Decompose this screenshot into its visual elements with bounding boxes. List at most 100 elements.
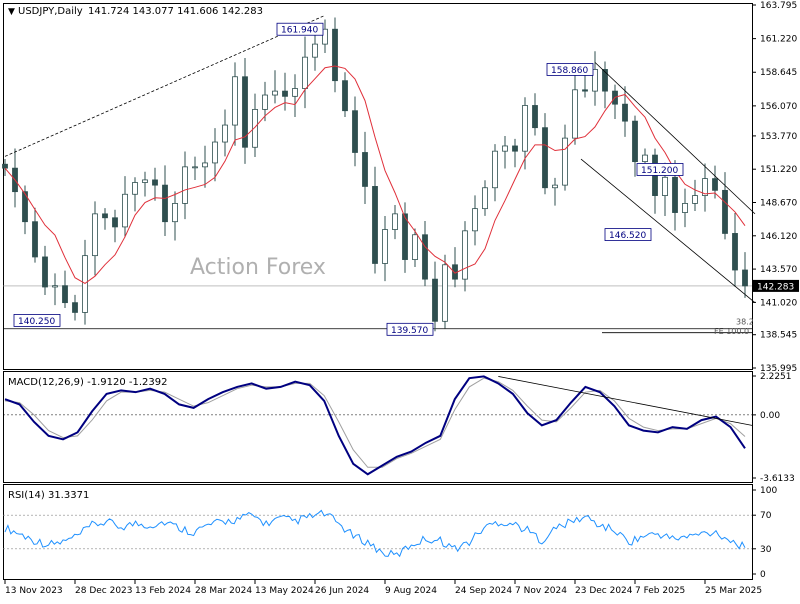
candle-body [212, 141, 218, 164]
candle-body [402, 213, 408, 260]
time-axis-label: 24 Sep 2024 [455, 586, 512, 596]
macd-axis-label: 0.00 [760, 411, 780, 421]
candle-body [202, 162, 208, 168]
candle-body [182, 166, 188, 204]
candle-body [302, 56, 308, 89]
candle-body [52, 285, 58, 288]
candle-body [522, 105, 528, 152]
candle-body [262, 94, 268, 110]
candle-body [392, 213, 398, 230]
price-annotation-label: 146.520 [609, 231, 646, 241]
chart-header-symbol: USDJPY,Daily [18, 6, 83, 17]
price-annotation-label: 140.250 [18, 317, 55, 327]
rsi-line [4, 509, 746, 558]
macd-trendline [498, 376, 753, 426]
candle-body [342, 80, 348, 112]
candle-body [222, 124, 228, 143]
price-axis-label: 135.995 [760, 364, 797, 374]
candle-body [352, 110, 358, 153]
candle-body [592, 69, 598, 92]
fib-label: 38.2 [736, 318, 754, 327]
candle-body [542, 127, 548, 189]
candle-body [322, 28, 328, 45]
rsi-axis-label: 100 [760, 486, 777, 496]
last-price-label: 142.283 [757, 282, 794, 292]
macd-axis-label: 2.2251 [760, 372, 792, 382]
symbol-icon: ▼ [8, 7, 15, 17]
candle-body [22, 191, 28, 223]
channel-lower-line [580, 158, 756, 303]
candle-body [312, 43, 318, 58]
price-annotation-label: 161.940 [281, 26, 318, 36]
candle-body [42, 256, 48, 288]
channel-upper-line [594, 62, 756, 215]
candle-body [482, 187, 488, 210]
price-annotation-box [636, 163, 684, 176]
candle-body [472, 208, 478, 232]
price-axis-label: 153.770 [760, 132, 797, 142]
price-axis-label: 138.545 [760, 331, 797, 341]
candle-body [162, 184, 168, 223]
price-annotation-box [546, 63, 594, 76]
candle-body [582, 89, 588, 92]
candle-body [552, 184, 558, 189]
candle-body [112, 217, 118, 228]
price-axis-label: 156.070 [760, 102, 797, 112]
candle-body [72, 302, 78, 313]
candle-body [662, 176, 668, 196]
candle-body [562, 137, 568, 186]
candle-body [82, 255, 88, 313]
last-price-box [753, 279, 799, 292]
time-axis-label: 7 Nov 2024 [515, 586, 567, 596]
candle-body [232, 76, 238, 126]
candle-body [282, 90, 288, 97]
candle-body [492, 150, 498, 189]
candle-body [732, 233, 738, 271]
price-axis-label: 143.570 [760, 265, 797, 275]
chart-header-ohlc: 141.724 143.077 141.606 142.283 [88, 6, 263, 17]
candle-body [532, 105, 538, 129]
candle-body [102, 213, 108, 219]
candle-body [252, 108, 258, 148]
price-annotation-box [13, 314, 61, 327]
candle-body [332, 28, 338, 82]
candle-body [242, 76, 248, 148]
time-axis-label: 13 May 2024 [255, 586, 314, 596]
price-annotation-label: 139.570 [391, 326, 428, 336]
rsi-layer [3, 509, 752, 558]
candle-body [622, 103, 628, 122]
candle-body [152, 179, 158, 186]
time-axis-label: 23 Dec 2024 [575, 586, 633, 596]
candle-body [462, 230, 468, 280]
rsi-axis-label: 70 [760, 511, 772, 521]
candle-body [192, 166, 198, 169]
price-annotation-label: 151.200 [641, 166, 678, 176]
time-axis-label: 26 Jun 2024 [315, 586, 369, 596]
price-annotation-box [276, 22, 324, 36]
candle-body [632, 120, 638, 163]
price-axis-label: 163.795 [760, 1, 797, 11]
candle-body [682, 203, 688, 213]
candle-body [602, 69, 608, 92]
candle-body [2, 163, 8, 169]
candle-body [672, 176, 678, 213]
price-axis-label: 146.120 [760, 232, 797, 242]
candle-body [722, 189, 728, 234]
candle-body [92, 213, 98, 257]
time-axis-label: 28 Dec 2023 [75, 586, 133, 596]
candle-body [412, 234, 418, 260]
price-axis-label: 161.220 [760, 35, 797, 45]
price-annotation-box [604, 228, 652, 241]
candle-body [512, 145, 518, 152]
rsi-header: RSI(14) 31.3371 [8, 490, 89, 501]
candle-body [32, 221, 38, 258]
axis-layer: 163.795 161.220 158.645 156.070 153.770 151.2… [4, 1, 799, 596]
price-axis-label: 158.645 [760, 68, 797, 78]
rising-trendline [4, 15, 326, 157]
candle-body [642, 154, 648, 163]
candle-body [172, 203, 178, 223]
price-annotation-label: 158.860 [551, 66, 588, 76]
candle-body [712, 178, 718, 191]
